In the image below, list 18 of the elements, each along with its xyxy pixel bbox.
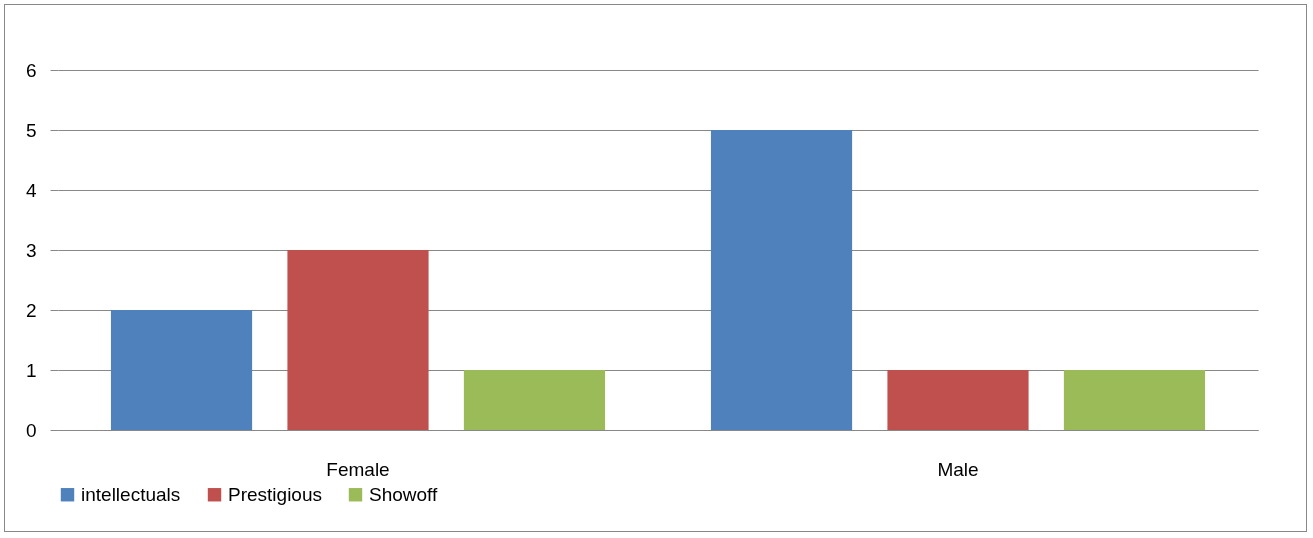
legend-label: Prestigious [228,483,322,505]
y-tick-label: 4 [25,179,37,201]
y-tick-label: 2 [25,299,37,321]
legend-label: Showoff [369,483,439,505]
bar [110,310,253,430]
legend-label: intellectuals [81,483,181,505]
x-tick-label: Female [326,458,390,480]
y-tick-label: 0 [25,419,37,441]
bar [287,250,429,430]
y-tick-label: 5 [25,119,37,141]
y-tick-label: 1 [25,359,37,381]
y-tick-label: 6 [25,59,37,81]
bar [710,130,853,430]
bar [463,370,606,430]
bar [887,370,1029,430]
bar [1063,370,1206,430]
x-tick-label: Male [937,458,979,480]
y-tick-label: 3 [25,239,37,261]
